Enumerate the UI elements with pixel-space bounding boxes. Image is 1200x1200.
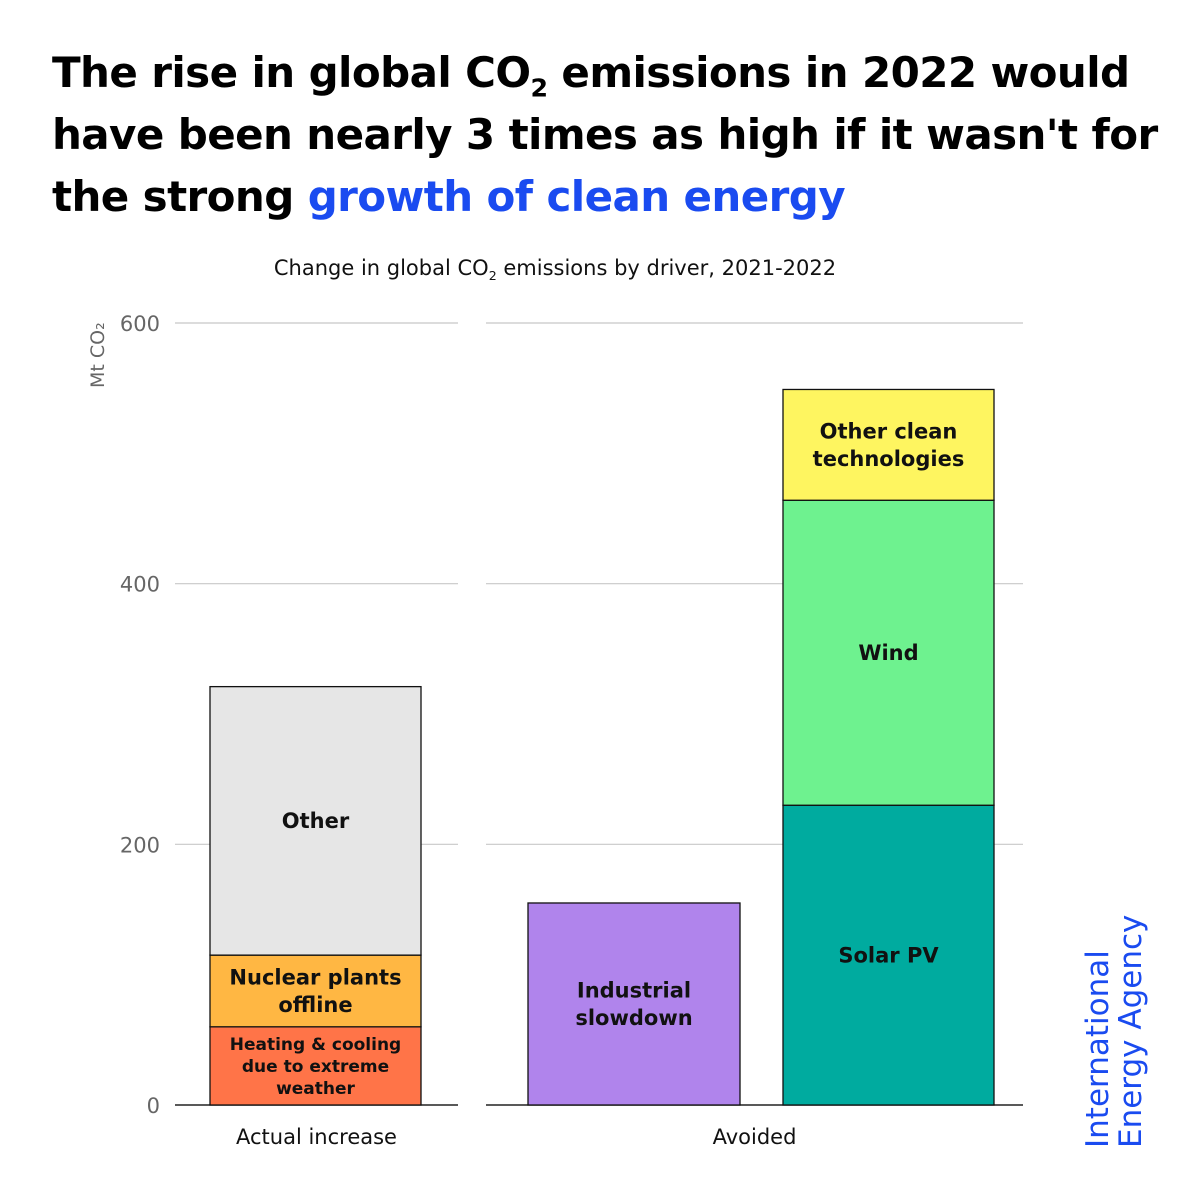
headline-part1: The rise in global CO	[52, 48, 531, 97]
data-label-wind: Wind	[858, 641, 918, 665]
bar-segment-heating-cooling-due-to-extreme-weather	[209, 1026, 422, 1106]
x-category-label-avoided: Avoided	[713, 1125, 797, 1149]
data-label-other-clean-technologies: Other clean technologies	[813, 420, 965, 471]
headline: The rise in global CO2 emissions in 2022…	[52, 42, 1162, 228]
y-tick-label-400: 400	[120, 573, 160, 597]
data-label-heating-cooling-due-to-extreme-weather: Heating & cooling due to extreme weather	[230, 1035, 401, 1099]
y-tick-label-200: 200	[120, 833, 160, 857]
y-tick-label-600: 600	[120, 312, 160, 336]
bar-segment-other-clean-technologies	[782, 388, 995, 501]
data-label-nuclear-plants-offline: Nuclear plants offline	[229, 966, 401, 1017]
x-category-label-actual-increase: Actual increase	[236, 1125, 397, 1149]
data-label-solar-pv: Solar PV	[838, 943, 939, 967]
bar-segment-industrial-slowdown	[527, 902, 741, 1106]
bar-segment-other	[209, 685, 422, 956]
iea-logo-line1: International	[1080, 950, 1116, 1148]
headline-highlight: growth of clean energy	[307, 172, 846, 221]
bar-segment-nuclear-plants-offline	[209, 954, 422, 1028]
chart-title-part2: emissions by driver, 2021-2022	[496, 256, 837, 280]
chart-title-part1: Change in global CO	[273, 256, 489, 280]
chart-title: Change in global CO2 emissions by driver…	[0, 256, 1110, 284]
y-tick-label-0: 0	[147, 1094, 160, 1118]
y-axis-label: Mt CO₂	[87, 322, 109, 388]
iea-logo-line2: Energy Agency	[1113, 914, 1149, 1148]
bar-segment-wind	[782, 499, 995, 806]
chart-title-subscript: 2	[488, 268, 497, 284]
headline-part2: emissions in 2022 would have been nearly…	[52, 48, 1158, 221]
data-label-industrial-slowdown: Industrial slowdown	[575, 979, 692, 1030]
iea-logo: International Energy Agency	[1080, 914, 1149, 1148]
headline-subscript: 2	[530, 73, 548, 103]
data-label-other: Other	[282, 809, 350, 833]
bar-segment-solar-pv	[782, 804, 995, 1106]
